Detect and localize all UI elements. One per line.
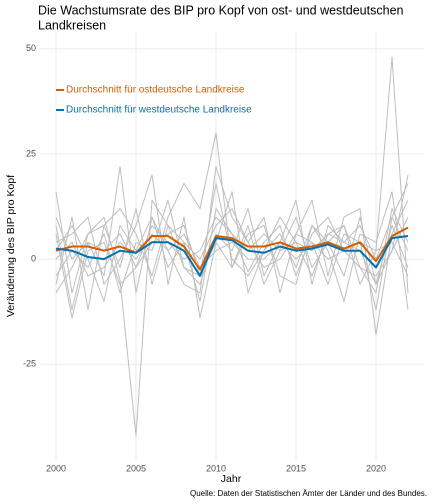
- y-tick-label: 0: [31, 253, 36, 263]
- district-line: [55, 174, 409, 294]
- x-axis-label: Jahr: [221, 473, 242, 485]
- district-line: [55, 183, 409, 437]
- x-tick-label: 2000: [46, 463, 66, 473]
- district-line: [55, 174, 409, 319]
- legend-label: Durchschnitt für westdeutsche Landkreise: [66, 105, 252, 116]
- chart-title: Landkreisen: [38, 18, 106, 32]
- caption: Quelle: Daten der Statistischen Ämter de…: [190, 489, 427, 498]
- average-line: [55, 226, 409, 271]
- y-tick-label: -25: [23, 359, 36, 369]
- y-tick-label: 25: [26, 148, 36, 158]
- chart-title: Die Wachstumsrate des BIP pro Kopf von o…: [38, 3, 404, 17]
- y-tick-label: 50: [26, 43, 36, 53]
- district-line: [55, 182, 409, 319]
- x-tick-label: 2005: [126, 463, 146, 473]
- district-line: [55, 208, 409, 302]
- x-tick-label: 2020: [366, 463, 386, 473]
- x-tick-label: 2010: [206, 463, 226, 473]
- x-tick-label: 2015: [286, 463, 306, 473]
- average-line: [55, 235, 409, 277]
- legend-label: Durchschnitt für ostdeutsche Landkreise: [66, 85, 245, 96]
- y-axis-label: Veränderung des BIP pro Kopf: [5, 175, 17, 317]
- district-line: [55, 166, 409, 336]
